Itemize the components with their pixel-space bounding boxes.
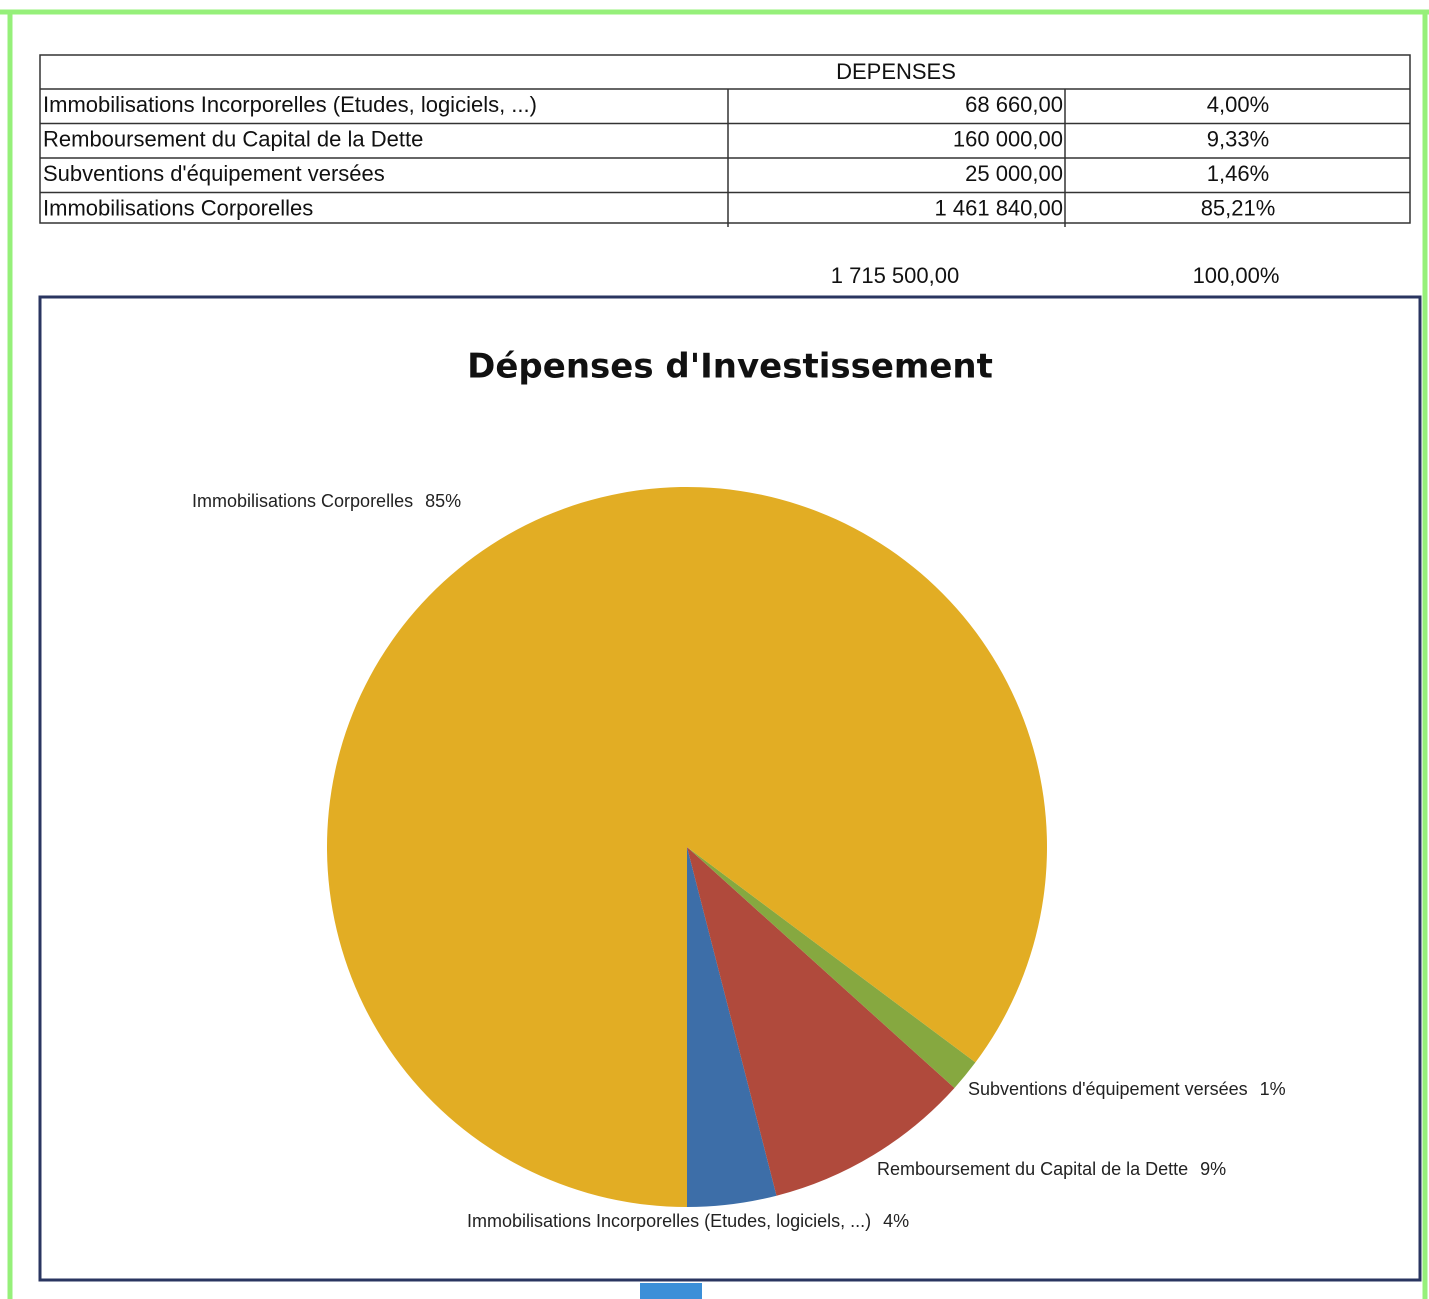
- row-label: Remboursement du Capital de la Dette: [43, 127, 423, 152]
- row-label: Immobilisations Corporelles: [43, 196, 313, 221]
- slice-value: 9%: [1200, 1159, 1226, 1179]
- table-title: DEPENSES: [836, 59, 956, 84]
- pie-slice: [687, 847, 777, 1207]
- row-amount: 1 461 840,00: [935, 196, 1063, 221]
- row-amount: 160 000,00: [953, 127, 1063, 152]
- slice-name: Immobilisations Corporelles: [192, 491, 413, 511]
- icon: [640, 1283, 702, 1299]
- row-amount: 68 660,00: [965, 92, 1063, 117]
- chart-title: Dépenses d'Investissement: [467, 347, 993, 387]
- slice-label: Subventions d'équipement versées 1%: [968, 1079, 1286, 1099]
- total-percent: 100,00%: [1193, 263, 1280, 288]
- slice-value: 1%: [1260, 1079, 1286, 1099]
- row-percent: 4,00%: [1207, 92, 1269, 117]
- slice-label: Immobilisations Incorporelles (Etudes, l…: [467, 1211, 909, 1231]
- slice-label: Immobilisations Corporelles 85%: [192, 491, 461, 511]
- slice-value: 85%: [425, 491, 461, 511]
- row-label: Subventions d'équipement versées: [43, 161, 385, 186]
- pie: [326, 487, 1048, 1207]
- slice-label: Remboursement du Capital de la Dette 9%: [877, 1159, 1226, 1179]
- row-label: Immobilisations Incorporelles (Etudes, l…: [43, 92, 537, 117]
- row-percent: 1,46%: [1207, 161, 1269, 186]
- slice-name: Remboursement du Capital de la Dette: [877, 1159, 1188, 1179]
- row-percent: 85,21%: [1201, 196, 1276, 221]
- row-percent: 9,33%: [1207, 127, 1269, 152]
- table-border: [39, 54, 1411, 224]
- pie-slice: [687, 847, 976, 1088]
- slice-value: 4%: [883, 1211, 909, 1231]
- slice-name: Immobilisations Incorporelles (Etudes, l…: [467, 1211, 871, 1231]
- pie-slice: [326, 487, 1048, 1207]
- slice-name: Subventions d'équipement versées: [968, 1079, 1248, 1099]
- total-amount: 1 715 500,00: [831, 263, 959, 288]
- table: DEPENSES Immobilisations Incorporelles (…: [39, 54, 1411, 227]
- pie-slice: [687, 847, 955, 1196]
- row-amount: 25 000,00: [965, 161, 1063, 186]
